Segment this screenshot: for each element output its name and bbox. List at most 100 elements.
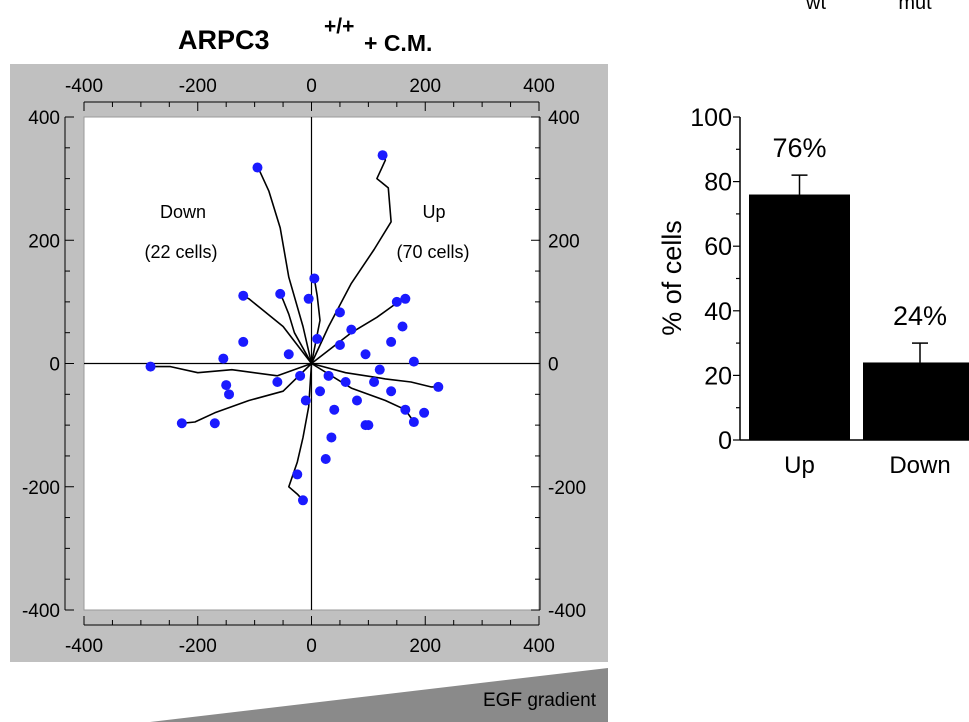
scatter-bottom-tick-label: -200 [179, 636, 217, 657]
scatter-point [295, 370, 306, 381]
scatter-top-tick-label: -400 [65, 76, 103, 97]
scatter-point [334, 307, 345, 318]
scatter-title: ARPC3 +/+ + C.M. [178, 15, 432, 56]
scatter-point [400, 404, 411, 415]
scatter-point [391, 296, 402, 307]
quadrant-label-down: Down [160, 202, 206, 222]
bar-down [863, 362, 969, 440]
scatter-bottom-tick-label: 0 [306, 636, 317, 657]
scatter-bottom-tick-label: 200 [409, 636, 441, 657]
scatter-point [323, 370, 334, 381]
bar-y-tick-label: 20 [704, 362, 732, 390]
header-mut: mut [898, 0, 932, 14]
scatter-left-tick-label: 400 [28, 108, 60, 129]
scatter-right-tick-label: 200 [548, 231, 580, 252]
scatter-point [297, 495, 308, 506]
scatter-point [320, 454, 331, 465]
bar-y-tick-label: 80 [704, 169, 732, 197]
bar-data-label: 76% [772, 133, 826, 163]
scatter-point [369, 376, 380, 387]
scatter-point [145, 361, 156, 372]
scatter-point [283, 349, 294, 360]
header-wt: wt [805, 0, 826, 14]
scatter-point [419, 407, 430, 418]
scatter-point [352, 395, 362, 406]
scatter-point [374, 364, 385, 375]
scatter-track [181, 362, 313, 425]
bar-category-label: Up [784, 452, 815, 479]
scatter-point [334, 340, 345, 351]
scatter-point [238, 290, 249, 301]
scatter-point [238, 336, 249, 347]
scatter-top-tick-label: -200 [179, 76, 217, 97]
scatter-points [145, 150, 444, 506]
scatter-title-superscript: +/+ [324, 15, 354, 38]
scatter-right-tick-label: -400 [548, 601, 586, 622]
bar-y-tick-label: 0 [718, 427, 732, 455]
egf-gradient: EGF gradient [150, 668, 608, 722]
bar-y-tick-label: 40 [704, 298, 732, 326]
scatter-point [433, 381, 444, 392]
scatter-point [218, 353, 229, 364]
bar-chart: 0 20 40 60 80 100 76% Up 24% Down % of cells [657, 104, 969, 479]
scatter-point [224, 389, 235, 400]
scatter-point [408, 417, 419, 428]
scatter-bottom-tick-label: 400 [523, 636, 555, 657]
scatter-track [311, 362, 439, 388]
scatter-point [312, 333, 323, 344]
scatter-point [386, 336, 397, 347]
scatter-top-tick-label: 0 [306, 76, 317, 97]
bar-y-tick-label: 100 [690, 104, 732, 132]
bar-axes: 0 20 40 60 80 100 [690, 104, 969, 455]
bar-bars: 76% Up 24% Down [749, 133, 969, 479]
scatter-left-tick-label: 0 [49, 355, 60, 376]
bar-category-label: Down [889, 452, 950, 479]
scatter-point [300, 395, 311, 406]
scatter-point [221, 380, 232, 391]
scatter-point [329, 404, 340, 415]
egf-gradient-label: EGF gradient [483, 690, 597, 711]
scatter-point [360, 349, 371, 360]
bar-y-tick-label: 60 [704, 233, 732, 261]
scatter-point [326, 432, 337, 443]
scatter-point [340, 376, 351, 387]
scatter-point [252, 162, 263, 173]
bar-up [749, 194, 850, 440]
scatter-right-tick-label: 400 [548, 108, 580, 129]
scatter-point [275, 288, 286, 299]
scatter-point [272, 376, 283, 387]
egf-gradient-wedge [150, 668, 608, 722]
scatter-point [309, 273, 320, 284]
scatter-point [363, 420, 374, 431]
scatter-top-tick-label: 400 [523, 76, 555, 97]
bar-ylabel: % of cells [657, 220, 687, 336]
scatter-point [315, 386, 326, 397]
scatter-title-suffix: + C.M. [364, 30, 432, 56]
scatter-right-tick-label: -200 [548, 478, 586, 499]
scatter-point [397, 321, 408, 332]
scatter-left-tick-label: 200 [28, 231, 60, 252]
scatter-top-tick-label: 200 [409, 76, 441, 97]
scatter-point [377, 150, 388, 161]
bar-data-label: 24% [893, 301, 947, 331]
scatter-point [176, 418, 187, 429]
scatter-point [303, 293, 314, 304]
scatter-bottom-tick-label: -400 [65, 636, 103, 657]
quadrant-count-down: (22 cells) [144, 242, 217, 262]
scatter-right-tick-label: 0 [548, 355, 559, 376]
scatter-point [408, 356, 419, 367]
scatter-point [292, 469, 303, 480]
quadrant-count-up: (70 cells) [396, 242, 469, 262]
quadrant-label-up: Up [422, 202, 445, 222]
scatter-point [346, 324, 357, 335]
scatter-left-tick-label: -200 [22, 478, 60, 499]
scatter-left-tick-label: -400 [22, 601, 60, 622]
scatter-point [400, 293, 411, 304]
scatter-title-main: ARPC3 [178, 25, 270, 55]
scatter-point [386, 386, 397, 397]
scatter-point [209, 418, 220, 429]
scatter-track [288, 363, 313, 501]
